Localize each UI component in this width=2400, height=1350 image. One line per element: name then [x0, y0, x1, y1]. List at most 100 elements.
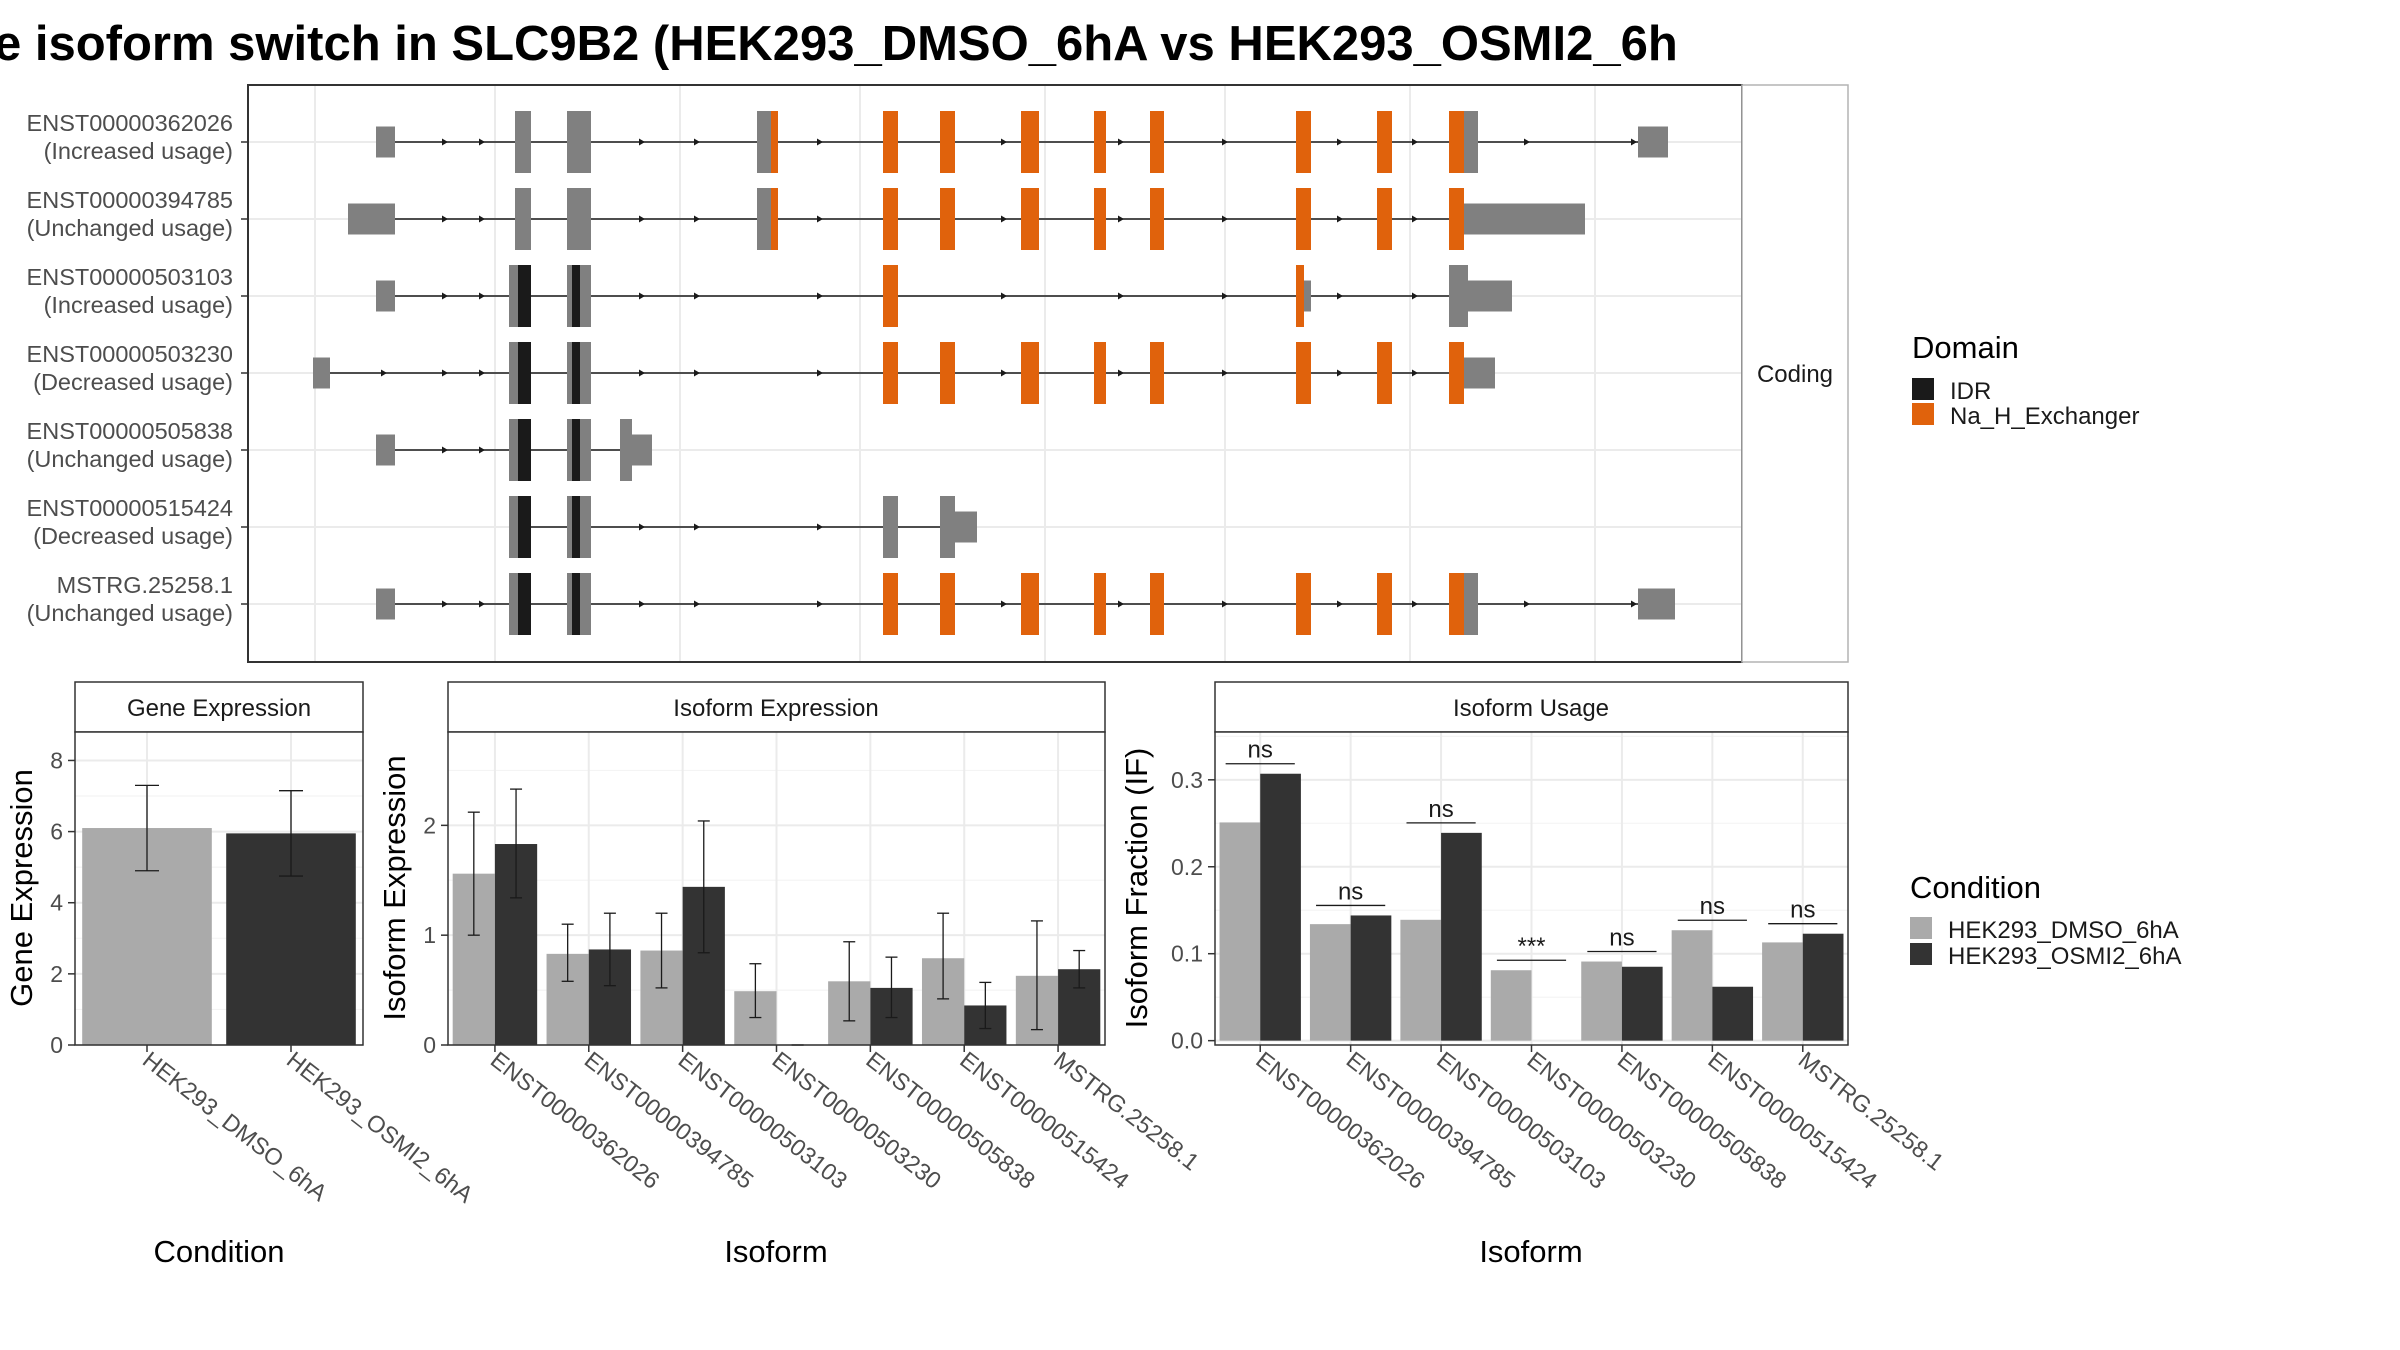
na-h-exchanger-domain-exon	[1094, 111, 1106, 173]
na-h-exchanger-domain-exon	[1150, 111, 1164, 173]
idr-domain-exon	[518, 342, 531, 404]
utr-exon	[1468, 280, 1512, 312]
gene-expression-strip	[74, 681, 364, 733]
y-tick-label: 0.2	[1171, 854, 1203, 880]
utr-exon	[940, 496, 955, 558]
utr-exon	[567, 265, 572, 327]
intron-arrow	[1337, 215, 1343, 223]
utr-exon	[1638, 588, 1675, 620]
legend-label-osmi2: HEK293_OSMI2_6hA	[1948, 943, 2181, 970]
intron-arrow	[1001, 369, 1007, 377]
utr-exon	[1449, 265, 1468, 327]
utr-exon	[955, 511, 977, 543]
intron-arrow	[1118, 138, 1124, 146]
x-tick-label: ENST00000362026	[1251, 1046, 1430, 1194]
transcript-usage-label: (Decreased usage)	[33, 523, 233, 549]
significance-label: ***	[1517, 933, 1545, 960]
utr-exon	[580, 265, 591, 327]
bar-osmi2	[1802, 933, 1844, 1041]
y-tick-label: 0	[50, 1032, 63, 1058]
intron-arrow	[1631, 600, 1637, 608]
intron-arrow	[639, 292, 645, 300]
legend-label-na-h-exchanger: Na_H_Exchanger	[1950, 403, 2139, 430]
utr-exon	[1638, 126, 1668, 158]
na-h-exchanger-domain-exon	[1094, 573, 1106, 635]
na-h-exchanger-domain-exon	[1377, 342, 1392, 404]
utr-exon	[376, 126, 395, 158]
na-h-exchanger-domain-exon	[1296, 188, 1311, 250]
isoform-structure-panel: Coding ENST00000362026(Increased usage)E…	[27, 84, 1849, 663]
intron-arrow	[1118, 215, 1124, 223]
intron-arrow	[1222, 138, 1228, 146]
intron-arrow	[694, 215, 700, 223]
na-h-exchanger-domain-exon	[771, 188, 778, 250]
transcript-usage-label: (Increased usage)	[44, 292, 233, 318]
x-tick-label: ENST00000394785	[1342, 1046, 1521, 1194]
na-h-exchanger-domain-exon	[940, 342, 955, 404]
na-h-exchanger-domain-exon	[1021, 188, 1039, 250]
transcript-id-label: ENST00000362026	[27, 110, 233, 136]
bar-dmso	[1400, 919, 1442, 1041]
idr-domain-exon	[572, 419, 580, 481]
utr-exon	[313, 357, 330, 389]
significance-label: ns	[1248, 737, 1273, 764]
y-tick-label: 0.3	[1171, 767, 1203, 793]
na-h-exchanger-domain-exon	[1094, 342, 1106, 404]
na-h-exchanger-domain-exon	[883, 188, 898, 250]
intron-arrow	[479, 369, 485, 377]
utr-exon	[567, 188, 591, 250]
na-h-exchanger-domain-exon	[771, 111, 778, 173]
y-tick-label: 0.1	[1171, 941, 1203, 967]
na-h-exchanger-domain-exon	[883, 265, 898, 327]
intron-arrow	[817, 292, 823, 300]
idr-domain-exon	[572, 342, 580, 404]
utr-exon	[509, 496, 518, 558]
isoform-expression-title: Isoform Expression	[673, 695, 878, 722]
structure-facet-strip	[1741, 84, 1849, 663]
bar-osmi2	[1350, 915, 1392, 1041]
intron-arrow	[1337, 600, 1343, 608]
utr-exon	[567, 342, 572, 404]
intron-arrow	[1412, 292, 1418, 300]
y-tick-label: 0	[423, 1032, 436, 1058]
na-h-exchanger-domain-exon	[1094, 188, 1106, 250]
isoform-usage-bars: ns ns ns *** ns ns ns	[1219, 737, 1844, 1041]
isoform-expression-xlabel: Isoform	[724, 1234, 827, 1269]
significance-label: ns	[1700, 893, 1725, 920]
transcript-id-label: ENST00000394785	[27, 187, 233, 213]
intron-arrow	[1631, 138, 1637, 146]
gene-expression-frame	[74, 731, 364, 1046]
x-tick-label: ENST00000394785	[580, 1046, 759, 1194]
utr-exon	[1464, 111, 1478, 173]
intron-arrow	[694, 292, 700, 300]
intron-arrow	[1222, 369, 1228, 377]
na-h-exchanger-domain-exon	[940, 111, 955, 173]
transcript-id-label: ENST00000505838	[27, 418, 233, 444]
intron-arrow	[817, 369, 823, 377]
utr-exon	[1464, 203, 1585, 235]
idr-domain-exon	[518, 573, 531, 635]
bar-dmso	[1219, 822, 1261, 1041]
transcript-id-label: ENST00000503103	[27, 264, 233, 290]
y-tick-label: 6	[50, 819, 63, 845]
utr-exon	[580, 496, 591, 558]
x-tick-label: ENST00000503230	[767, 1046, 946, 1194]
x-tick-label: ENST00000515424	[1703, 1046, 1882, 1194]
isoform-usage-strip	[1214, 681, 1849, 733]
gene-expression-title: Gene Expression	[127, 695, 311, 722]
utr-exon	[509, 342, 518, 404]
y-tick-label: 8	[50, 747, 63, 773]
intron-arrow	[1118, 369, 1124, 377]
utr-exon	[580, 342, 591, 404]
isoform-expression-bars	[452, 788, 1101, 1046]
y-tick-label: 1	[423, 922, 436, 948]
na-h-exchanger-domain-exon	[1296, 265, 1304, 327]
na-h-exchanger-domain-exon	[1150, 573, 1164, 635]
intron-arrow	[1001, 138, 1007, 146]
condition-legend: Condition HEK293_DMSO_6hA HEK293_OSMI2_6…	[1910, 870, 2181, 970]
legend-swatch-idr	[1912, 378, 1934, 400]
y-tick-label: 0.0	[1171, 1028, 1203, 1054]
transcript-id-label: ENST00000503230	[27, 341, 233, 367]
intron-arrow	[1412, 600, 1418, 608]
bar-dmso	[1581, 961, 1622, 1041]
